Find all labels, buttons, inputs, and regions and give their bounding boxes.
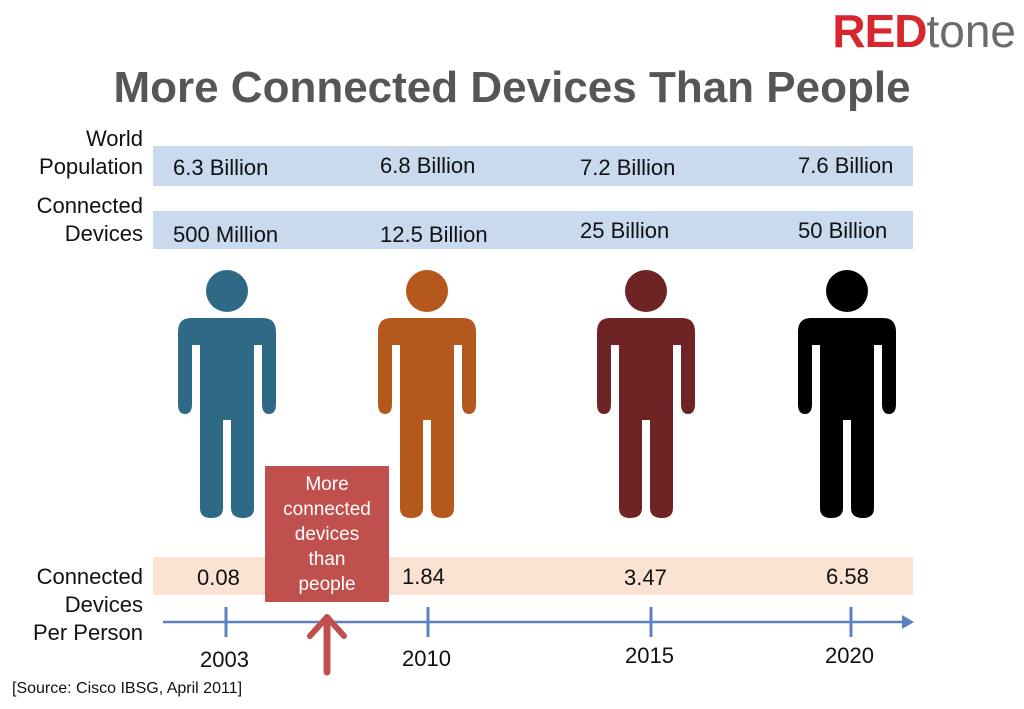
per-person-value-2015: 3.47	[624, 565, 667, 590]
per-person-label-line-1: Connected	[36, 564, 143, 589]
slide-title: More Connected Devices Than People	[113, 63, 911, 112]
devices-band	[153, 211, 913, 249]
devices-label-line-2: Devices	[64, 221, 143, 246]
person-figure-2010	[378, 270, 476, 518]
per-person-label-line-2: Devices	[64, 592, 143, 617]
callout-line-1: More	[305, 474, 349, 495]
source-citation: [Source: Cisco IBSG, April 2011]	[12, 680, 243, 697]
callout-line-5: people	[298, 574, 356, 595]
devices-row-label: Connected Devices	[37, 192, 143, 248]
callout-line-3: devices	[294, 524, 360, 545]
per-person-value-2003: 0.08	[197, 565, 240, 590]
more-devices-callout: More connected devices than people	[265, 466, 389, 602]
population-label-line-1: World	[85, 126, 143, 151]
population-value-2020: 7.6 Billion	[798, 153, 894, 178]
population-band	[153, 146, 913, 186]
callout-arrow	[307, 614, 347, 676]
callout-line-4: than	[308, 549, 346, 570]
person-figure-2020	[798, 270, 896, 518]
devices-value-2003: 500 Million	[173, 222, 279, 247]
axis-arrowhead	[902, 615, 914, 629]
population-value-2010: 6.8 Billion	[380, 153, 476, 178]
year-label-2010: 2010	[402, 646, 451, 671]
person-figure-2015	[597, 270, 695, 518]
year-label-2015: 2015	[625, 643, 674, 668]
callout-line-2: connected	[283, 499, 371, 520]
year-label-2020: 2020	[825, 643, 874, 668]
logo-red-text: RED	[832, 5, 927, 57]
per-person-value-2010: 1.84	[402, 564, 445, 589]
devices-label-line-1: Connected	[36, 193, 143, 218]
logo-grey-text: tone	[926, 5, 1016, 57]
population-row-label: World Population	[39, 125, 143, 181]
population-label-line-2: Population	[39, 154, 143, 179]
person-figure-2003	[178, 270, 276, 518]
per-person-row-label: Connected Devices Per Person	[33, 563, 143, 647]
year-label-2003: 2003	[200, 647, 249, 672]
devices-value-2015: 25 Billion	[580, 218, 670, 243]
devices-value-2020: 50 Billion	[798, 218, 888, 243]
devices-value-2010: 12.5 Billion	[380, 222, 488, 247]
per-person-label-line-3: Per Person	[32, 620, 143, 645]
timeline-axis	[163, 607, 914, 637]
per-person-value-2020: 6.58	[826, 564, 869, 589]
population-value-2015: 7.2 Billion	[580, 155, 676, 180]
population-value-2003: 6.3 Billion	[173, 155, 269, 180]
redtone-logo: REDtone	[832, 8, 1016, 54]
